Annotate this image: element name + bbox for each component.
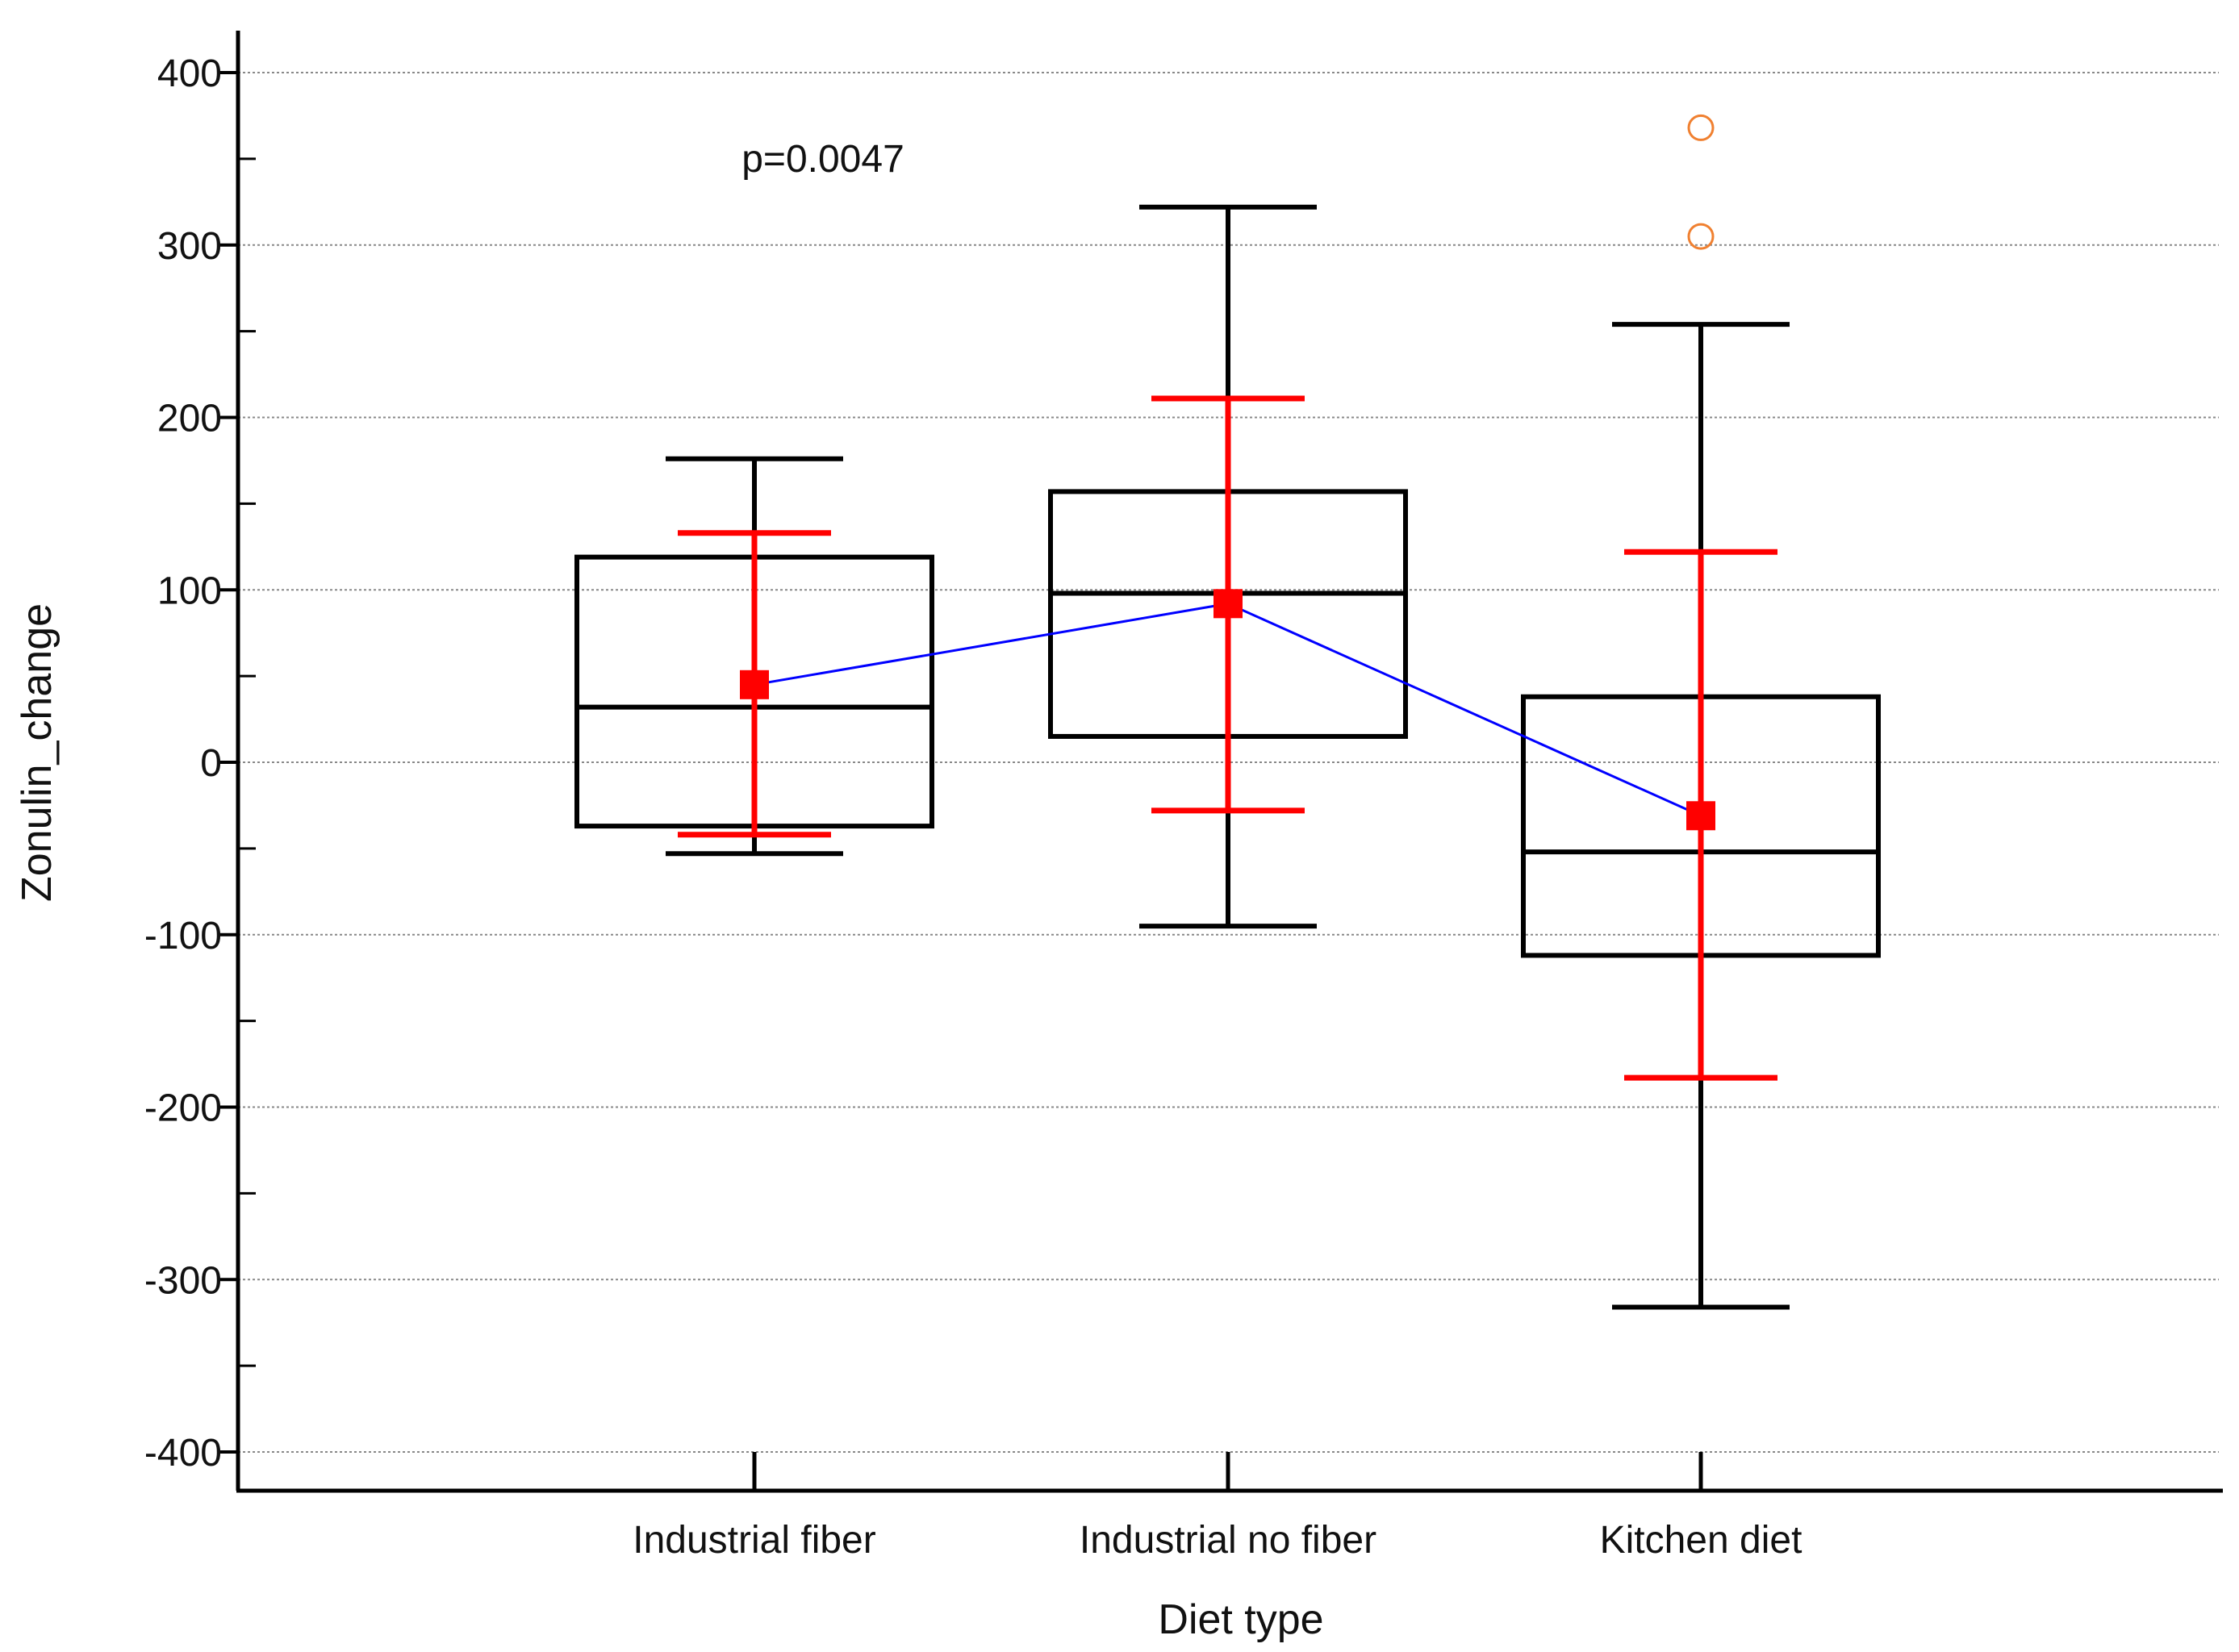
grid-lines	[238, 72, 2219, 1453]
mean-marker	[740, 670, 769, 699]
mean-marker	[1213, 589, 1243, 619]
y-tick-label: 100	[157, 569, 222, 612]
y-tick-label: -200	[144, 1087, 222, 1130]
y-tick-label: -100	[144, 915, 222, 957]
x-axis-title: Diet type	[1158, 1596, 1323, 1643]
y-axis-title: Zonulin_change	[14, 603, 61, 902]
y-tick-label: 300	[157, 225, 222, 268]
mean-marker	[1686, 801, 1715, 831]
x-tick-label: Industrial fiber	[633, 1519, 875, 1562]
y-tick-label: 400	[157, 52, 222, 95]
x-tick-label: Kitchen diet	[1600, 1519, 1802, 1562]
y-tick-label: -400	[144, 1432, 222, 1475]
outlier-point	[1687, 223, 1715, 250]
y-tick-label: 0	[200, 742, 222, 785]
outliers	[1687, 114, 1715, 250]
x-axis: Industrial fiber Industrial no fiber Kitch…	[236, 1452, 2223, 1562]
x-tick-label: Industrial no fiber	[1080, 1519, 1376, 1562]
y-tick-label: -300	[144, 1259, 222, 1302]
mean-ci-bars	[678, 395, 1777, 1081]
y-axis: 400 300 200 100 0 -100 -200 -300 -400	[144, 31, 256, 1491]
p-value-annotation: p=0.0047	[741, 138, 904, 181]
outlier-point	[1687, 114, 1715, 141]
y-tick-label: 200	[157, 398, 222, 440]
